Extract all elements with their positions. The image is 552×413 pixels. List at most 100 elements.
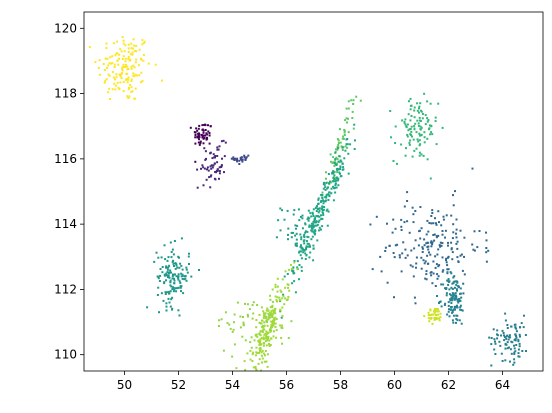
scatter-point [198, 135, 200, 138]
scatter-point [171, 296, 174, 299]
scatter-point [426, 137, 429, 140]
scatter-point [304, 252, 307, 255]
scatter-point [138, 48, 141, 51]
scatter-point [435, 235, 438, 238]
scatter-point [445, 257, 448, 260]
scatter-point [344, 149, 347, 152]
scatter-point [405, 147, 407, 150]
scatter-point [272, 310, 275, 313]
scatter-point [210, 167, 213, 170]
scatter-point [337, 179, 340, 182]
scatter-point [112, 76, 115, 79]
scatter-point [265, 330, 268, 333]
scatter-point [122, 39, 125, 42]
scatter-point [428, 320, 431, 323]
scatter-point [455, 283, 458, 286]
scatter-point [290, 263, 292, 266]
scatter-point [436, 310, 439, 313]
scatter-point [180, 275, 183, 278]
scatter-point [433, 317, 436, 319]
scatter-point [295, 227, 297, 230]
scatter-point [260, 337, 263, 340]
scatter-point [221, 157, 223, 160]
scatter-point [283, 303, 286, 306]
scatter-point [425, 233, 428, 236]
scatter-point [104, 57, 107, 60]
scatter-point [158, 311, 160, 314]
scatter-point [439, 241, 442, 244]
scatter-point [131, 51, 134, 54]
scatter-point [334, 182, 337, 185]
scatter-point [321, 211, 324, 214]
scatter-point [513, 351, 516, 354]
scatter-point [417, 122, 420, 125]
scatter-point [430, 125, 433, 128]
scatter-point [452, 294, 455, 297]
scatter-point [229, 327, 232, 330]
scatter-point [513, 361, 516, 364]
scatter-point [490, 364, 493, 367]
scatter-point [301, 227, 304, 230]
scatter-point [447, 268, 450, 271]
plot-frame [83, 11, 544, 372]
scatter-point [311, 211, 314, 214]
scatter-point [412, 213, 415, 216]
scatter-point [476, 246, 479, 249]
scatter-point [435, 308, 438, 311]
scatter-point [243, 154, 246, 157]
scatter-point [267, 318, 270, 321]
scatter-point [265, 315, 268, 318]
scatter-point [121, 66, 124, 69]
scatter-point [201, 124, 204, 127]
scatter-point [202, 131, 205, 134]
scatter-point [343, 134, 346, 136]
scatter-point [515, 344, 518, 346]
scatter-point [113, 82, 116, 85]
scatter-point [320, 208, 323, 211]
scatter-point [509, 336, 512, 339]
scatter-point [258, 313, 261, 316]
scatter-point [336, 176, 338, 179]
scatter-point [209, 175, 212, 178]
scatter-point [268, 343, 270, 346]
scatter-point [134, 61, 137, 64]
scatter-point [404, 248, 407, 251]
scatter-point [341, 146, 344, 149]
scatter-point [446, 279, 449, 282]
scatter-point [168, 290, 171, 293]
scatter-point [334, 180, 337, 183]
scatter-point [318, 215, 321, 218]
scatter-point [359, 99, 362, 102]
scatter-point [255, 319, 258, 321]
scatter-point [400, 218, 403, 221]
scatter-point [307, 236, 310, 239]
scatter-point [456, 314, 459, 317]
scatter-point [247, 315, 249, 318]
scatter-point [170, 256, 173, 259]
scatter-point [166, 268, 169, 271]
scatter-point [180, 272, 183, 275]
scatter-point [169, 290, 172, 293]
scatter-point [168, 264, 171, 267]
scatter-point [353, 148, 356, 150]
scatter-point [408, 231, 411, 234]
scatter-point [327, 210, 330, 213]
scatter-point [290, 267, 293, 270]
scatter-point [514, 326, 517, 329]
scatter-point [436, 277, 439, 280]
scatter-point [417, 140, 420, 143]
scatter-point [384, 246, 387, 249]
scatter-point [411, 206, 414, 209]
scatter-point [213, 177, 216, 180]
scatter-point [171, 275, 174, 278]
scatter-point [437, 248, 440, 251]
scatter-point [163, 244, 166, 247]
scatter-point [264, 350, 267, 352]
scatter-point [421, 113, 424, 115]
scatter-point [127, 57, 130, 60]
scatter-point [244, 157, 247, 160]
scatter-point [410, 249, 413, 252]
scatter-point [335, 164, 338, 166]
scatter-point [203, 167, 206, 170]
scatter-point [425, 273, 428, 276]
